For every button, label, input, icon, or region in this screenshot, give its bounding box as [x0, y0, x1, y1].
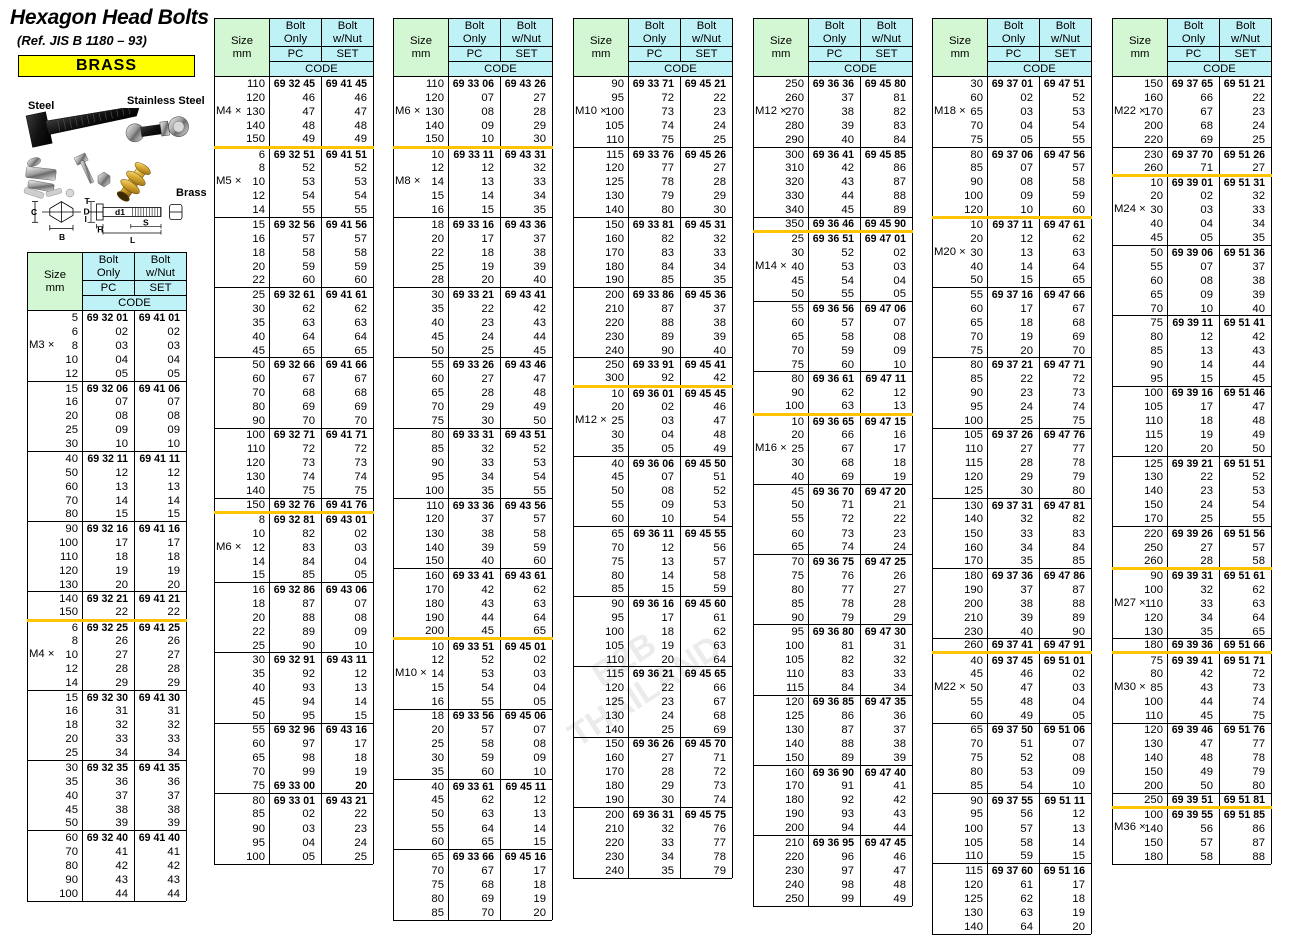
svg-text:S: S [143, 218, 149, 228]
svg-text:C: C [31, 207, 37, 217]
svg-text:d1: d1 [115, 207, 125, 217]
svg-text:H: H [97, 225, 103, 235]
svg-text:I: I [85, 214, 87, 224]
svg-text:L: L [130, 235, 135, 245]
svg-text:B: B [59, 232, 65, 242]
svg-text:T: T [85, 196, 91, 206]
